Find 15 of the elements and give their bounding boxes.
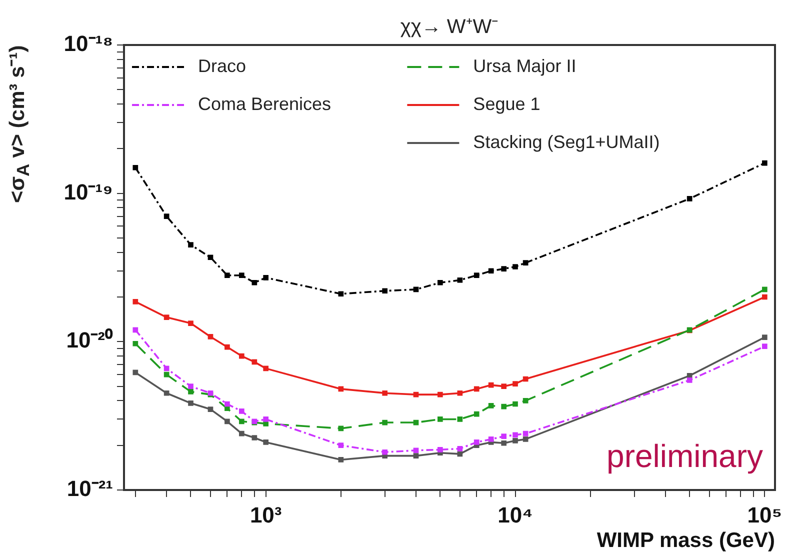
- x-tick-label: 10⁴: [498, 502, 533, 528]
- legend-label: Stacking (Seg1+UMaII): [473, 132, 660, 152]
- chart-title: χχ→ W⁺W⁻: [399, 15, 500, 39]
- legend-label: Ursa Major II: [473, 56, 576, 76]
- x-tick-label: 10⁵: [747, 502, 782, 528]
- y-tick-label: 10⁻²⁰: [66, 328, 113, 353]
- legend-label: Segue 1: [473, 94, 540, 114]
- legend-label: Coma Berenices: [198, 94, 332, 114]
- y-tick-label: 10⁻²¹: [66, 476, 113, 502]
- x-tick-label: 10³: [250, 502, 282, 528]
- x-axis-title: WIMP mass (GeV): [596, 529, 775, 552]
- legend-label: Draco: [198, 56, 246, 76]
- annotation: preliminary: [606, 438, 763, 474]
- y-tick-label: 10⁻¹⁸: [64, 31, 113, 56]
- y-tick-label: 10⁻¹⁹: [64, 179, 113, 204]
